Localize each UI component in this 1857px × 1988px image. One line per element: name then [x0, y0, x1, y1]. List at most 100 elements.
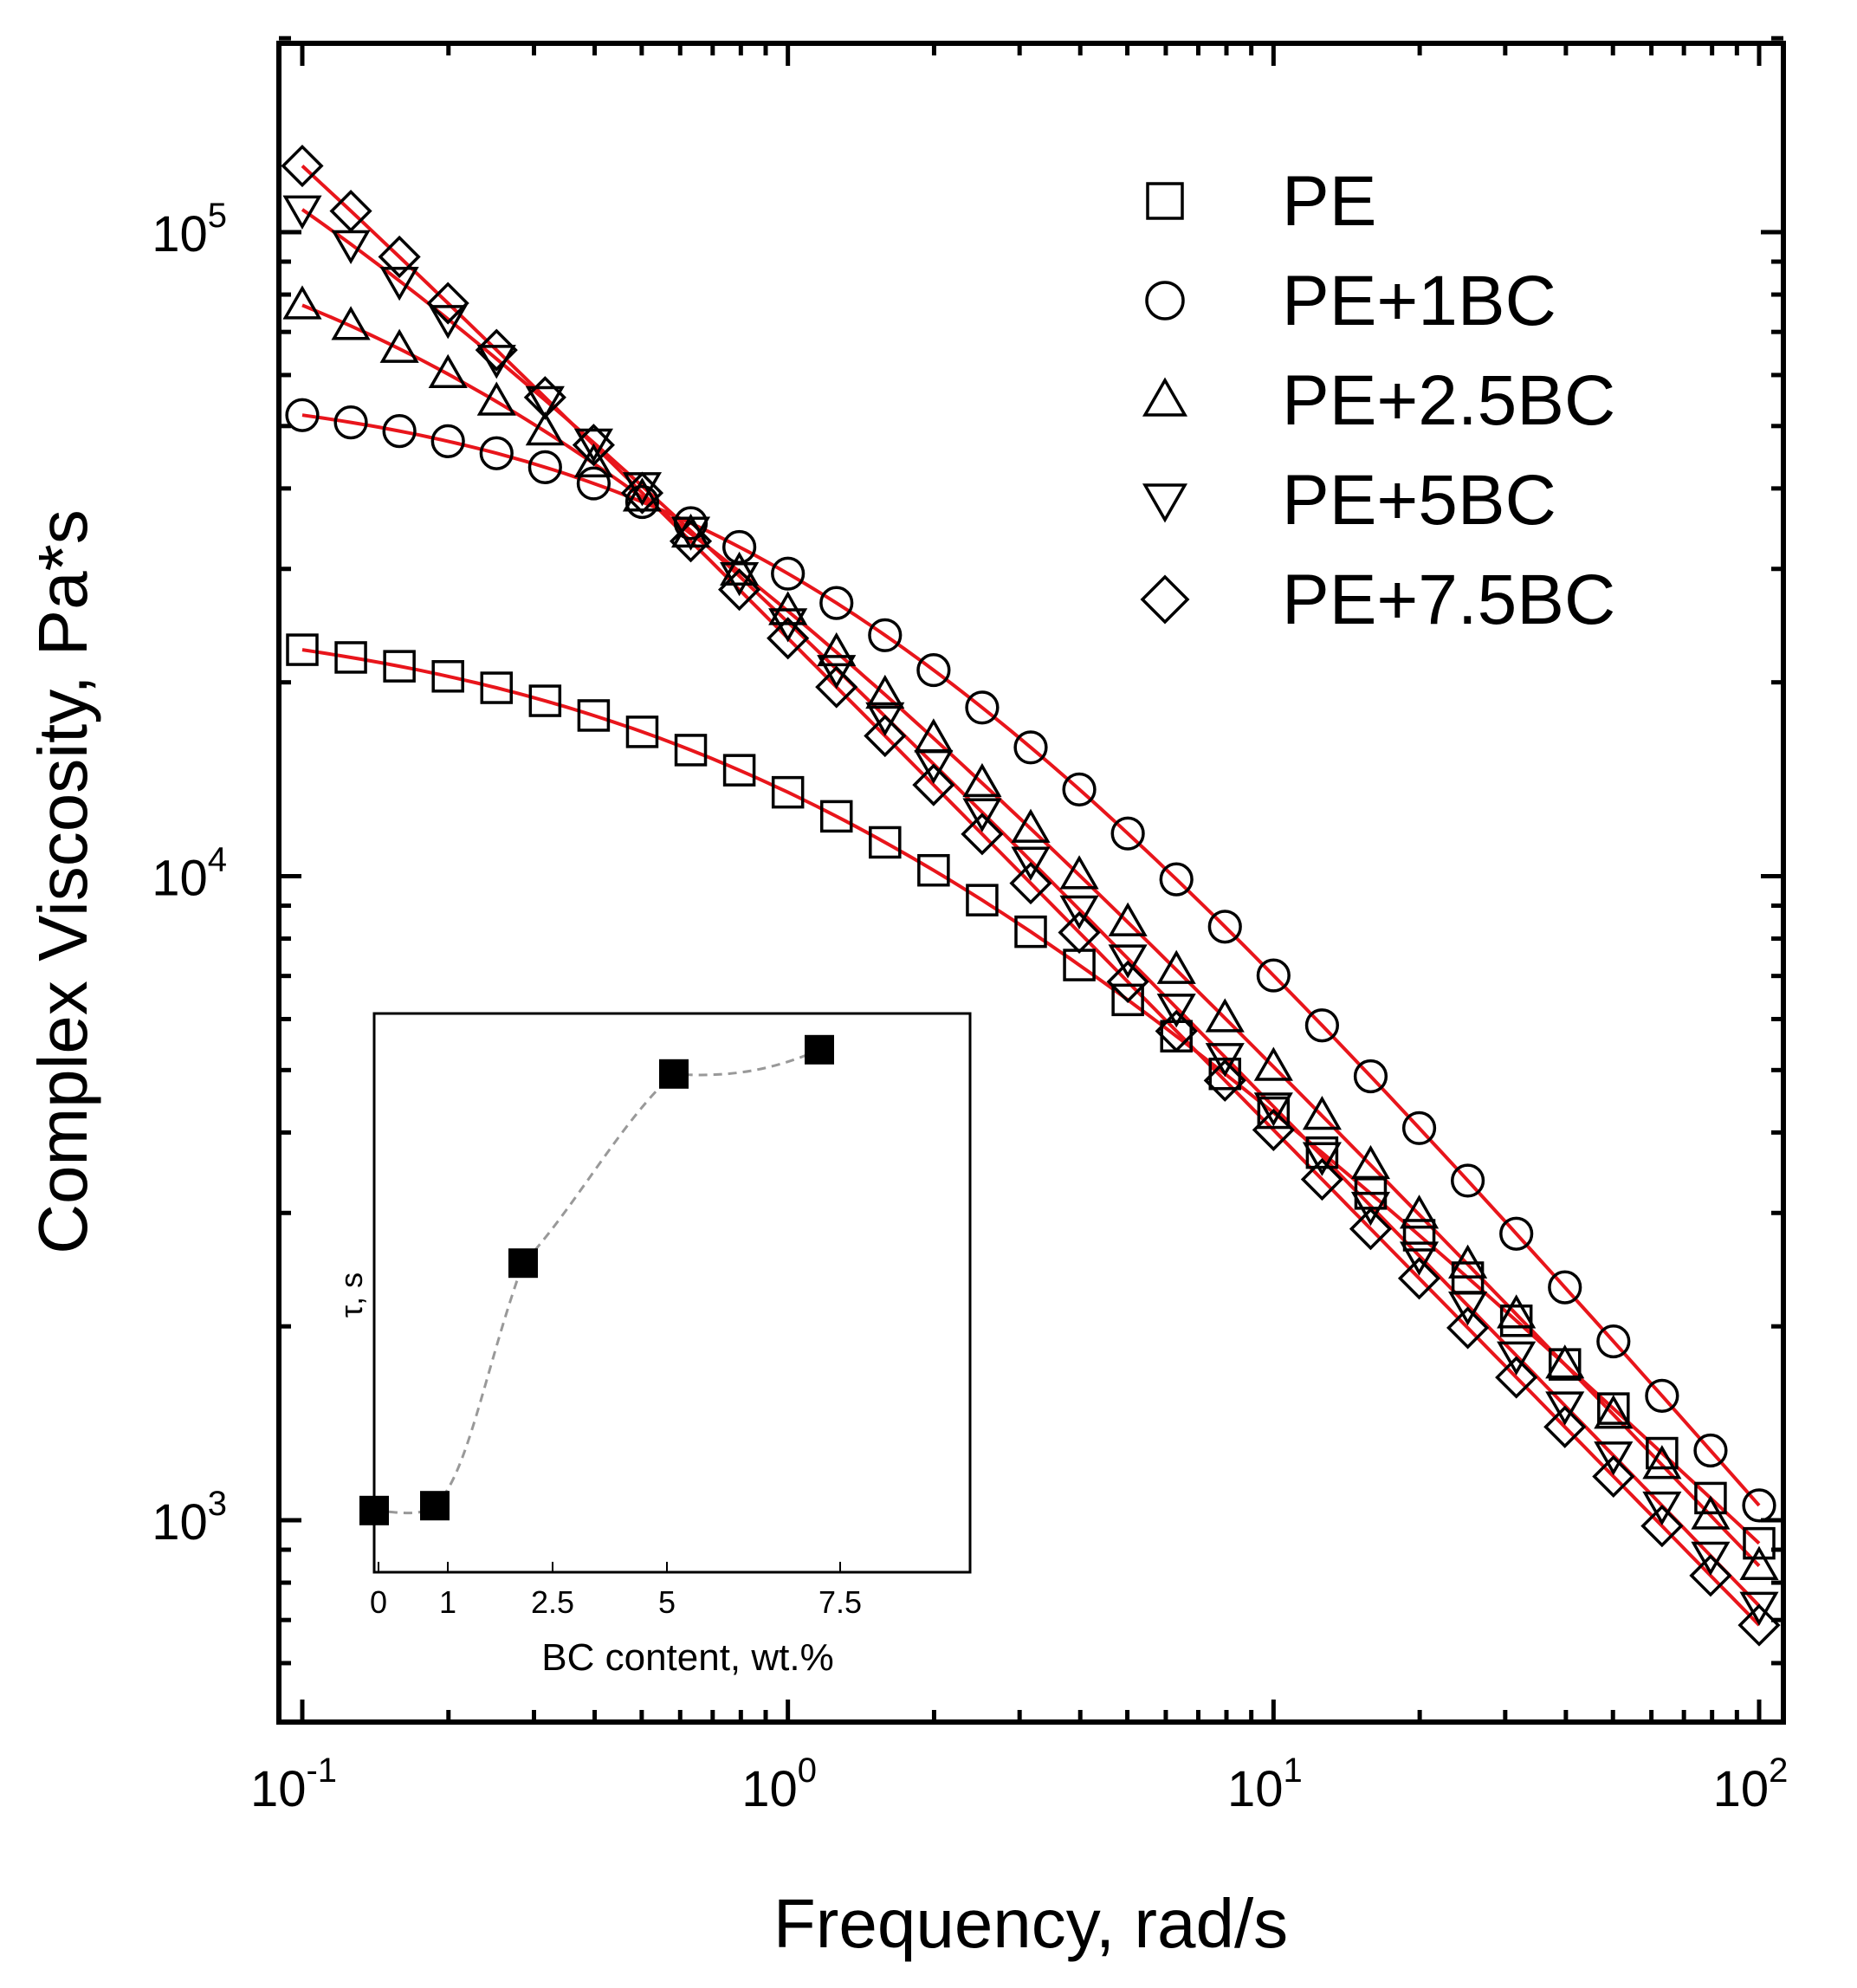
data-point	[1349, 1208, 1393, 1251]
x-axis-title: Frequency, rad/s	[773, 1885, 1288, 1962]
data-point	[527, 450, 562, 484]
legend-marker	[1145, 281, 1185, 321]
y-axis-tick-labels: 103 104 105	[152, 197, 227, 1551]
inset-x-tick-label: 1	[439, 1584, 456, 1620]
fit-line	[301, 413, 1761, 1507]
inset-x-axis-title: BC content, wt.%	[541, 1636, 833, 1679]
axis-ticks	[279, 36, 1783, 1722]
legend-label: PE+7.5BC	[1282, 560, 1615, 639]
data-point	[525, 411, 565, 446]
data-point	[768, 608, 808, 643]
data-point	[1205, 1043, 1245, 1078]
legend-label: PE+2.5BC	[1282, 361, 1615, 440]
data-point	[286, 633, 319, 666]
data-point	[1592, 1454, 1635, 1499]
x-tick-label: 101	[1227, 1752, 1303, 1817]
data-point	[1399, 1241, 1440, 1276]
y-tick-label: 103	[152, 1485, 227, 1551]
data-point	[771, 556, 806, 591]
data-point	[1205, 998, 1245, 1033]
data-point	[1059, 895, 1099, 930]
data-point	[1495, 1356, 1538, 1399]
x-axis-tick-labels: 10-1 100 101 102	[250, 1752, 1788, 1817]
data-point	[1108, 902, 1148, 936]
data-point	[1011, 846, 1051, 881]
data-point	[817, 631, 857, 667]
data-point	[523, 376, 566, 419]
data-point	[1013, 730, 1048, 765]
data-point	[1596, 1324, 1631, 1359]
data-point	[1350, 1144, 1391, 1180]
data-point	[382, 414, 417, 449]
data-point	[1594, 1395, 1634, 1429]
inset-x-tick-label: 7.5	[819, 1584, 862, 1620]
data-point	[331, 306, 371, 340]
legend-marker	[1146, 182, 1184, 220]
inset-x-tick-label: 2.5	[531, 1584, 574, 1620]
data-point	[329, 190, 372, 233]
data-point	[864, 714, 907, 758]
data-point	[1689, 1554, 1732, 1597]
data-point	[868, 618, 903, 652]
legend-marker	[1142, 483, 1188, 523]
data-point	[1594, 1441, 1634, 1476]
data-point	[1646, 1436, 1679, 1470]
data-point	[1302, 1142, 1342, 1176]
legend-marker	[1142, 377, 1188, 417]
data-point	[1305, 1136, 1339, 1169]
data-point	[572, 424, 615, 467]
data-point	[1397, 1257, 1441, 1300]
data-point	[1111, 983, 1144, 1017]
data-point	[1108, 944, 1148, 979]
series-PE+1BC	[285, 398, 1776, 1523]
data-point	[865, 674, 905, 709]
data-point	[817, 655, 857, 690]
fit-lines	[301, 165, 1761, 1627]
data-point	[1011, 808, 1051, 843]
data-point	[1543, 1405, 1587, 1448]
data-point	[525, 385, 565, 420]
inset-y-axis-title: τ, s	[333, 1272, 369, 1318]
data-point	[961, 813, 1004, 856]
data-point	[431, 660, 464, 693]
data-point	[1253, 1046, 1293, 1081]
data-point	[1062, 772, 1097, 806]
data-point	[1252, 1108, 1295, 1151]
y-tick-label: 104	[152, 841, 227, 907]
data-point	[767, 617, 810, 660]
data-point	[1257, 1096, 1291, 1130]
data-point	[282, 195, 322, 230]
series-PE+5BC	[282, 195, 1779, 1626]
data-point	[917, 853, 950, 887]
y-axis-title: Complex Viscosity, Pa*s	[24, 509, 101, 1254]
data-point	[914, 749, 954, 785]
data-point	[1300, 1157, 1343, 1201]
data-point	[1009, 862, 1052, 905]
data-point	[1693, 1433, 1728, 1468]
data-point	[282, 285, 322, 320]
data-point	[1545, 1391, 1585, 1426]
data-point	[1203, 1059, 1246, 1102]
data-point	[1302, 1096, 1342, 1130]
data-point	[1739, 1591, 1779, 1626]
data-point	[1497, 1341, 1537, 1376]
data-point	[480, 671, 514, 704]
inset-data-point	[420, 1491, 450, 1521]
data-point	[1402, 1219, 1436, 1252]
x-tick-label: 102	[1713, 1752, 1789, 1817]
data-point	[1691, 1495, 1731, 1530]
data-point	[674, 734, 708, 767]
data-point	[865, 702, 905, 737]
data-point	[1446, 1306, 1490, 1350]
data-point	[1642, 1445, 1682, 1480]
data-point	[1545, 1344, 1585, 1379]
data-point	[912, 763, 955, 806]
data-point	[819, 800, 853, 833]
data-point	[1208, 1057, 1242, 1091]
data-point	[625, 716, 659, 748]
data-point	[576, 466, 611, 501]
data-point	[962, 798, 1002, 832]
inset-x-tick-label: 5	[658, 1584, 676, 1620]
data-point	[383, 650, 416, 683]
